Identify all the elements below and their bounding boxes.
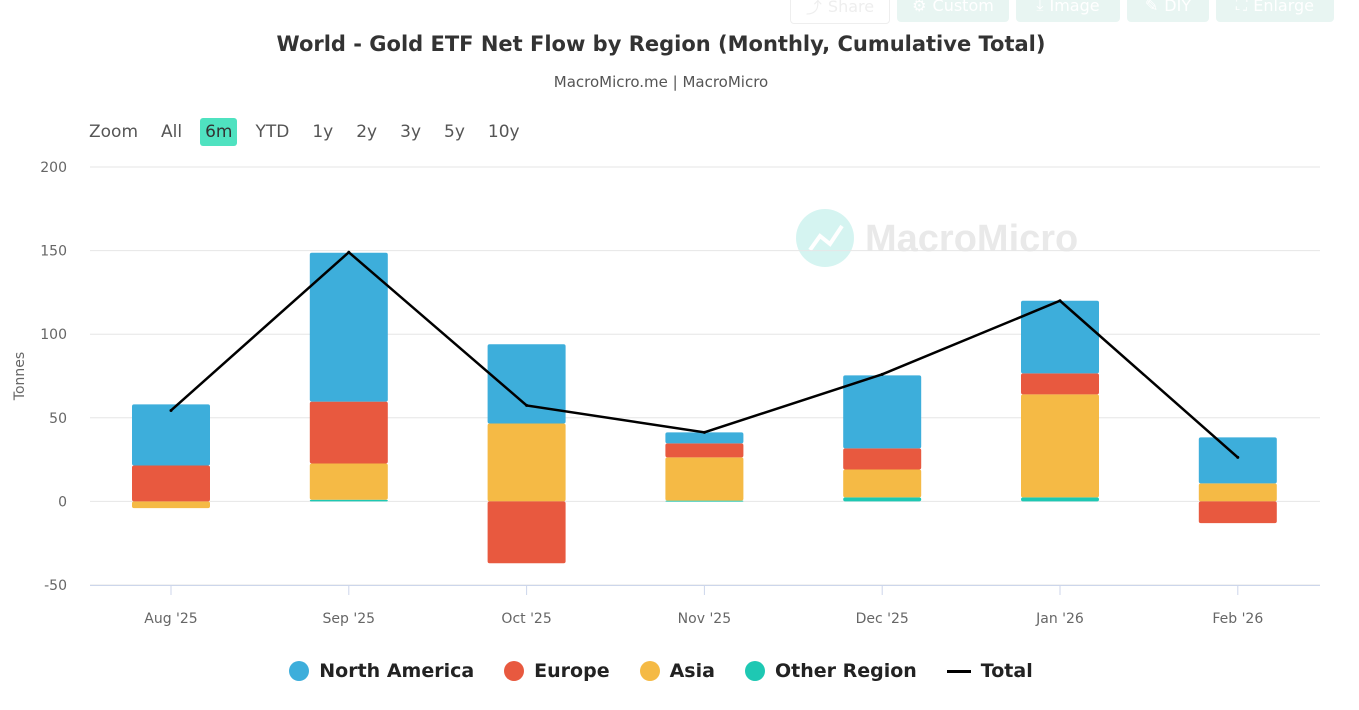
x-tick-label: Oct '25 [501,611,551,627]
share-label: Share [827,0,875,16]
total-point [880,372,884,376]
bar-europe [487,501,566,564]
legend-marker [289,661,310,681]
image-label: Image [1049,0,1100,15]
x-tick-label: Dec '25 [856,611,909,627]
zoom-all[interactable]: All [161,122,183,142]
legend-other-region[interactable]: Other Region [744,660,917,682]
legend-asia[interactable]: Asia [639,660,715,682]
bar-asia [309,463,388,500]
zoom-1y[interactable]: 1y [312,122,334,142]
watermark-logo-icon [796,209,854,267]
y-tick-label: 200 [40,160,67,176]
x-tick-label: Nov '25 [678,611,731,627]
download-icon: ⤓ [1036,0,1044,14]
custom-label: Custom [932,0,994,15]
total-point [347,250,351,254]
watermark: MacroMicro [796,209,1078,267]
legend-marker [639,661,660,681]
expand-icon: ⛶ [1236,0,1248,14]
bar-other-region [665,500,744,502]
bar-asia [1021,394,1099,498]
chart-subtitle: MacroMicro.me | MacroMicro [553,73,769,91]
zoom-3y[interactable]: 3y [400,122,422,142]
bar-other-region [309,499,388,502]
total-point [1058,299,1062,303]
zoom-ytd[interactable]: YTD [255,122,290,142]
legend-europe[interactable]: Europe [504,660,610,682]
legend-label: Other Region [774,660,917,682]
bar-europe [309,401,388,464]
zoom-selector: Zoom All 6m YTD 1y 2y 3y 5y 10y [89,118,538,146]
total-point [702,430,706,434]
legend-label: Asia [669,660,715,682]
bar-asia [1198,483,1277,502]
y-tick-label: 50 [49,411,67,427]
zoom-2y[interactable]: 2y [356,122,378,142]
legend-label: North America [319,660,475,682]
bar-europe [1021,373,1099,395]
y-tick-label: 100 [40,327,67,343]
diy-button[interactable]: ✎ DIY [1127,0,1209,22]
bar-north-america [843,375,922,449]
x-tick-label: Sep '25 [323,611,376,627]
y-tick-label: -50 [44,578,67,594]
bar-asia [132,501,210,509]
image-button[interactable]: ⤓ Image [1016,0,1120,22]
legend-marker [504,661,525,681]
bar-north-america [487,344,566,424]
x-tick-label: Jan '26 [1035,611,1084,627]
pencil-icon: ✎ [1144,0,1159,15]
y-tick-label: 0 [58,494,67,510]
x-tick-label: Aug '25 [144,611,197,627]
total-point [525,403,529,407]
bar-asia [843,469,922,498]
diy-label: DIY [1164,0,1192,15]
total-point [169,408,173,412]
legend: North America Europe Asia Other Region T… [0,660,1322,682]
bar-europe [665,443,744,458]
zoom-5y[interactable]: 5y [444,122,465,142]
enlarge-label: Enlarge [1253,0,1314,15]
bar-north-america [309,252,388,402]
legend-north-america[interactable]: North America [289,660,474,682]
bar-north-america [1198,437,1277,484]
enlarge-button[interactable]: ⛶ Enlarge [1216,0,1334,22]
y-tick-label: 150 [40,244,67,260]
gear-icon: ⚙ [912,0,927,15]
bar-europe [843,448,922,470]
y-axis-title: Tonnes [12,352,28,401]
custom-button[interactable]: ⚙ Custom [897,0,1009,22]
zoom-6m[interactable]: 6m [200,118,238,146]
legend-label: Europe [534,660,610,682]
bar-north-america [132,404,210,466]
bar-other-region [843,497,922,502]
bar-north-america [665,432,744,444]
legend-marker [744,661,765,681]
x-tick-label: Feb '26 [1212,611,1263,627]
svg-text:MacroMicro: MacroMicro [865,218,1078,260]
bar-europe [132,465,210,502]
bar-other-region [1021,497,1099,502]
bar-europe [1198,501,1277,524]
legend-total[interactable]: Total [946,660,1033,682]
zoom-10y[interactable]: 10y [487,122,520,142]
bar-asia [487,423,566,502]
bar-asia [665,457,744,501]
chart-title: World - Gold ETF Net Flow by Region (Mon… [276,32,1046,56]
share-icon: ⤴ [805,0,822,17]
legend-label: Total [980,660,1033,682]
total-point [1236,455,1240,459]
zoom-label: Zoom [89,122,139,142]
legend-marker [946,669,971,673]
share-button[interactable]: ⤴ Share [790,0,890,24]
